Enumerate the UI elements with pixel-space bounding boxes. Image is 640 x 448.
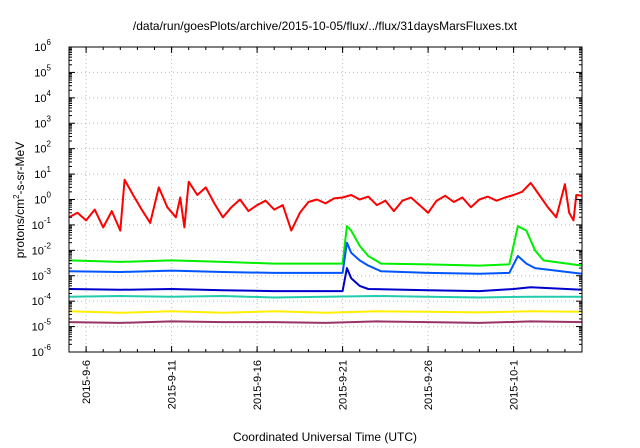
y-tick-base: 10 — [34, 118, 46, 130]
chart-title: /data/run/goesPlots/archive/2015-10-05/f… — [133, 19, 518, 33]
y-tick-label: 102 — [34, 140, 51, 156]
y-axis-label-rest: -s-sr-MeV — [13, 142, 27, 195]
y-tick-exponent: 2 — [47, 140, 52, 149]
y-tick-base: 10 — [34, 67, 46, 79]
y-tick-exponent: 4 — [47, 89, 52, 98]
y-tick-base: 10 — [32, 322, 44, 334]
y-tick-base: 10 — [32, 220, 44, 232]
y-tick-label: 103 — [34, 114, 51, 130]
y-tick-exponent: 6 — [47, 38, 52, 47]
y-tick-base: 10 — [32, 271, 44, 283]
y-tick-base: 10 — [34, 93, 46, 105]
series-line-1 — [68, 178, 583, 232]
series-line-5 — [68, 295, 582, 299]
y-axis-label: protons/cm2-s-sr-MeV — [12, 142, 27, 258]
y-tick-exponent: 3 — [47, 114, 52, 123]
y-tick-label: 10-5 — [32, 318, 52, 334]
y-tick-label: 101 — [34, 165, 51, 181]
y-axis-label-unit: protons/cm — [13, 199, 27, 258]
y-tick-label: 106 — [34, 38, 51, 54]
y-tick-exponent: -4 — [44, 292, 52, 301]
y-tick-label: 105 — [34, 63, 51, 79]
y-tick-exponent: 5 — [47, 63, 52, 72]
y-tick-label: 10-3 — [32, 267, 52, 283]
y-tick-label: 10-6 — [32, 343, 52, 359]
y-tick-label: 10-1 — [32, 216, 52, 232]
y-axis-label-exponent: 2 — [12, 194, 21, 199]
series-line-2 — [68, 225, 583, 267]
series-line-3 — [68, 241, 583, 275]
y-tick-exponent: 1 — [47, 165, 52, 174]
y-tick-base: 10 — [32, 296, 44, 308]
grid-lines — [69, 47, 582, 352]
x-axis-ticks: 2015-9-6 2015-9-11 2015-9-16 2015-9-21 2015-… — [68, 47, 583, 410]
y-tick-exponent: -6 — [44, 343, 52, 352]
y-tick-label: 100 — [34, 191, 51, 207]
y-tick-base: 10 — [34, 42, 46, 54]
x-tick-label: 2015-9-21 — [338, 360, 350, 410]
y-tick-label: 10-2 — [32, 241, 52, 257]
series-line-4 — [68, 267, 583, 293]
y-tick-exponent: 0 — [47, 191, 52, 200]
series-line-6 — [68, 310, 583, 314]
y-tick-base: 10 — [32, 347, 44, 359]
y-tick-base: 10 — [32, 245, 44, 257]
y-tick-exponent: -2 — [44, 241, 52, 250]
x-tick-label: 2015-9-11 — [167, 360, 179, 409]
y-tick-exponent: -5 — [44, 318, 52, 327]
y-tick-base: 10 — [34, 169, 46, 181]
x-tick-label: 2015-10-1 — [509, 360, 521, 410]
y-tick-base: 10 — [34, 195, 46, 207]
series-line-7 — [68, 320, 583, 324]
y-tick-label: 10-4 — [32, 292, 52, 308]
y-axis-ticks: 10-610-510-410-310-210-11001011021031041… — [32, 38, 582, 359]
y-tick-base: 10 — [34, 144, 46, 156]
x-tick-label: 2015-9-6 — [81, 360, 93, 404]
x-tick-label: 2015-9-16 — [252, 360, 264, 410]
data-series — [68, 178, 583, 324]
y-tick-exponent: -1 — [44, 216, 52, 225]
y-tick-exponent: -3 — [44, 267, 52, 276]
x-axis-label: Coordinated Universal Time (UTC) — [233, 430, 417, 444]
x-tick-label: 2015-9-26 — [423, 360, 435, 410]
y-tick-label: 104 — [34, 89, 51, 105]
